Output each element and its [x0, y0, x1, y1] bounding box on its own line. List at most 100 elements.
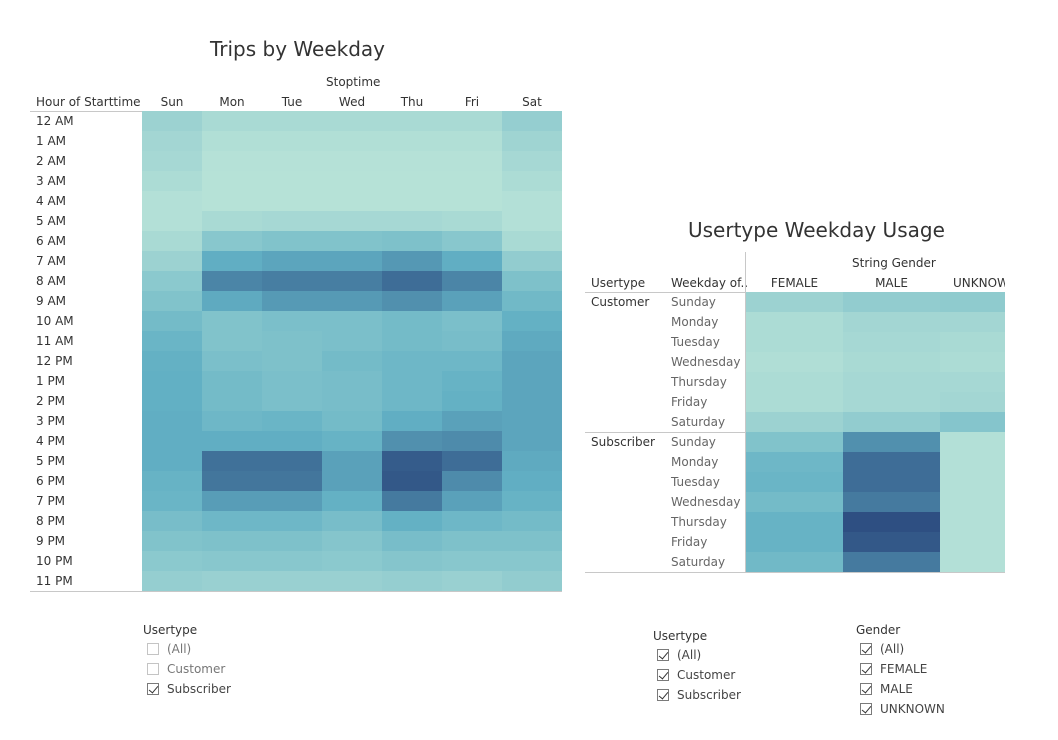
usage-cell-subscriber-tuesday-female[interactable] [746, 472, 843, 492]
heatmap-cell-2pm-sat[interactable] [502, 391, 562, 411]
heatmap-cell-6am-sat[interactable] [502, 231, 562, 251]
usage-cell-subscriber-thursday-unknow[interactable] [940, 512, 1005, 532]
heatmap-cell-2am-sun[interactable] [142, 151, 202, 171]
heatmap-cell-9am-mon[interactable] [202, 291, 262, 311]
usage-cell-subscriber-tuesday-unknow[interactable] [940, 472, 1005, 492]
heatmap-cell-9am-sun[interactable] [142, 291, 202, 311]
heatmap-cell-11am-sun[interactable] [142, 331, 202, 351]
heatmap-cell-8am-thu[interactable] [382, 271, 442, 291]
heatmap-cell-8am-mon[interactable] [202, 271, 262, 291]
heatmap-cell-3pm-thu[interactable] [382, 411, 442, 431]
heatmap-cell-9pm-thu[interactable] [382, 531, 442, 551]
heatmap-cell-3am-sat[interactable] [502, 171, 562, 191]
heatmap-cell-11pm-mon[interactable] [202, 571, 262, 591]
heatmap-cell-6am-sun[interactable] [142, 231, 202, 251]
heatmap-cell-7am-sat[interactable] [502, 251, 562, 271]
heatmap-cell-1pm-mon[interactable] [202, 371, 262, 391]
usage-cell-subscriber-wednesday-unknow[interactable] [940, 492, 1005, 512]
usage-cell-subscriber-friday-male[interactable] [843, 532, 940, 552]
heatmap-cell-8am-fri[interactable] [442, 271, 502, 291]
filter-option-left-usertype-all[interactable]: (All) [147, 641, 191, 657]
heatmap-cell-2am-wed[interactable] [322, 151, 382, 171]
heatmap-cell-10pm-tue[interactable] [262, 551, 322, 571]
heatmap-cell-11am-thu[interactable] [382, 331, 442, 351]
heatmap-cell-10am-sun[interactable] [142, 311, 202, 331]
usage-cell-customer-saturday-female[interactable] [746, 412, 843, 432]
heatmap-cell-1am-sat[interactable] [502, 131, 562, 151]
usage-cell-customer-thursday-male[interactable] [843, 372, 940, 392]
heatmap-cell-4pm-wed[interactable] [322, 431, 382, 451]
heatmap-cell-4am-sat[interactable] [502, 191, 562, 211]
heatmap-cell-5pm-tue[interactable] [262, 451, 322, 471]
heatmap-cell-8am-sun[interactable] [142, 271, 202, 291]
filter-option-gender-male[interactable]: MALE [860, 681, 913, 697]
usage-cell-customer-sunday-male[interactable] [843, 292, 940, 312]
heatmap-cell-11am-fri[interactable] [442, 331, 502, 351]
heatmap-cell-9am-tue[interactable] [262, 291, 322, 311]
filter-option-gender-female[interactable]: FEMALE [860, 661, 927, 677]
heatmap-cell-4pm-sat[interactable] [502, 431, 562, 451]
usage-cell-customer-wednesday-unknow[interactable] [940, 352, 1005, 372]
heatmap-cell-11pm-fri[interactable] [442, 571, 502, 591]
heatmap-cell-5am-sat[interactable] [502, 211, 562, 231]
heatmap-cell-7pm-sat[interactable] [502, 491, 562, 511]
usage-cell-subscriber-thursday-female[interactable] [746, 512, 843, 532]
heatmap-cell-3pm-sat[interactable] [502, 411, 562, 431]
heatmap-cell-5pm-wed[interactable] [322, 451, 382, 471]
heatmap-cell-9pm-fri[interactable] [442, 531, 502, 551]
heatmap-cell-12pm-wed[interactable] [322, 351, 382, 371]
heatmap-cell-7pm-wed[interactable] [322, 491, 382, 511]
heatmap-cell-4am-fri[interactable] [442, 191, 502, 211]
heatmap-cell-6pm-fri[interactable] [442, 471, 502, 491]
heatmap-cell-5pm-thu[interactable] [382, 451, 442, 471]
filter-option-gender-unknown[interactable]: UNKNOWN [860, 701, 945, 717]
heatmap-cell-8pm-fri[interactable] [442, 511, 502, 531]
heatmap-cell-10pm-sun[interactable] [142, 551, 202, 571]
heatmap-cell-4pm-thu[interactable] [382, 431, 442, 451]
heatmap-cell-4pm-sun[interactable] [142, 431, 202, 451]
heatmap-cell-5am-tue[interactable] [262, 211, 322, 231]
heatmap-cell-12pm-mon[interactable] [202, 351, 262, 371]
heatmap-cell-7pm-tue[interactable] [262, 491, 322, 511]
heatmap-cell-5pm-fri[interactable] [442, 451, 502, 471]
heatmap-cell-4am-wed[interactable] [322, 191, 382, 211]
heatmap-cell-6am-wed[interactable] [322, 231, 382, 251]
usage-cell-customer-wednesday-female[interactable] [746, 352, 843, 372]
usage-cell-subscriber-wednesday-male[interactable] [843, 492, 940, 512]
heatmap-cell-1pm-fri[interactable] [442, 371, 502, 391]
heatmap-cell-6am-fri[interactable] [442, 231, 502, 251]
checkbox-checked-icon[interactable] [860, 663, 872, 675]
heatmap-cell-1am-thu[interactable] [382, 131, 442, 151]
heatmap-cell-4am-tue[interactable] [262, 191, 322, 211]
heatmap-cell-2pm-thu[interactable] [382, 391, 442, 411]
usage-cell-subscriber-friday-unknow[interactable] [940, 532, 1005, 552]
heatmap-cell-11pm-thu[interactable] [382, 571, 442, 591]
heatmap-cell-3am-wed[interactable] [322, 171, 382, 191]
usage-cell-subscriber-sunday-unknow[interactable] [940, 432, 1005, 452]
heatmap-cell-4pm-fri[interactable] [442, 431, 502, 451]
heatmap-cell-4am-mon[interactable] [202, 191, 262, 211]
heatmap-cell-3pm-fri[interactable] [442, 411, 502, 431]
heatmap-cell-1am-sun[interactable] [142, 131, 202, 151]
heatmap-cell-1pm-thu[interactable] [382, 371, 442, 391]
usage-cell-subscriber-monday-unknow[interactable] [940, 452, 1005, 472]
checkbox-checked-icon[interactable] [657, 669, 669, 681]
heatmap-cell-1pm-wed[interactable] [322, 371, 382, 391]
checkbox-checked-icon[interactable] [860, 683, 872, 695]
heatmap-cell-10pm-wed[interactable] [322, 551, 382, 571]
heatmap-cell-10pm-thu[interactable] [382, 551, 442, 571]
heatmap-cell-12pm-sun[interactable] [142, 351, 202, 371]
heatmap-cell-2am-fri[interactable] [442, 151, 502, 171]
heatmap-cell-4am-thu[interactable] [382, 191, 442, 211]
heatmap-cell-6am-thu[interactable] [382, 231, 442, 251]
heatmap-cell-3pm-tue[interactable] [262, 411, 322, 431]
heatmap-cell-6pm-sat[interactable] [502, 471, 562, 491]
heatmap-cell-2pm-wed[interactable] [322, 391, 382, 411]
heatmap-cell-5pm-sat[interactable] [502, 451, 562, 471]
heatmap-cell-2pm-mon[interactable] [202, 391, 262, 411]
heatmap-cell-9pm-sun[interactable] [142, 531, 202, 551]
heatmap-cell-11pm-sun[interactable] [142, 571, 202, 591]
checkbox-checked-icon[interactable] [147, 683, 159, 695]
heatmap-cell-7am-sun[interactable] [142, 251, 202, 271]
heatmap-cell-11pm-tue[interactable] [262, 571, 322, 591]
